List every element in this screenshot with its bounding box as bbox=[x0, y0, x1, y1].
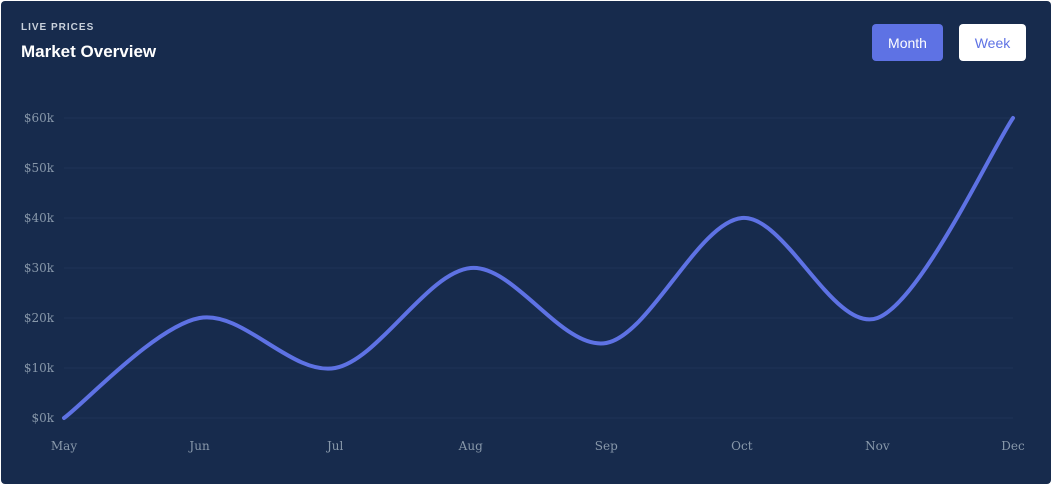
y-tick-label: $10k bbox=[24, 361, 55, 375]
x-tick-label: Dec bbox=[1001, 439, 1025, 453]
x-tick-label: Jul bbox=[325, 439, 344, 453]
x-tick-label: Sep bbox=[595, 439, 618, 453]
y-axis-ticks: $0k $10k $20k $30k $40k $50k $60k bbox=[24, 111, 55, 425]
x-tick-label: Jun bbox=[187, 439, 210, 453]
gridlines bbox=[64, 117, 1013, 419]
card-kicker: LIVE PRICES bbox=[21, 22, 95, 33]
y-tick-label: $50k bbox=[24, 161, 55, 175]
card-title: Market Overview bbox=[21, 42, 157, 61]
x-axis-ticks: May Jun Jul Aug Sep Oct Nov Dec bbox=[51, 439, 1025, 453]
y-tick-label: $40k bbox=[24, 211, 55, 225]
y-tick-label: $60k bbox=[24, 111, 55, 125]
series-line bbox=[62, 116, 1015, 420]
series-line-layer bbox=[62, 116, 1015, 420]
x-tick-label: Oct bbox=[731, 439, 753, 453]
week-toggle-button[interactable]: Week bbox=[959, 24, 1026, 61]
y-tick-label: $0k bbox=[31, 411, 54, 425]
y-tick-label: $30k bbox=[24, 261, 55, 275]
month-toggle-button[interactable]: Month bbox=[872, 24, 943, 61]
x-tick-label: Nov bbox=[865, 439, 890, 453]
x-tick-label: May bbox=[51, 439, 77, 453]
x-tick-label: Aug bbox=[458, 439, 483, 453]
y-tick-label: $20k bbox=[24, 311, 55, 325]
